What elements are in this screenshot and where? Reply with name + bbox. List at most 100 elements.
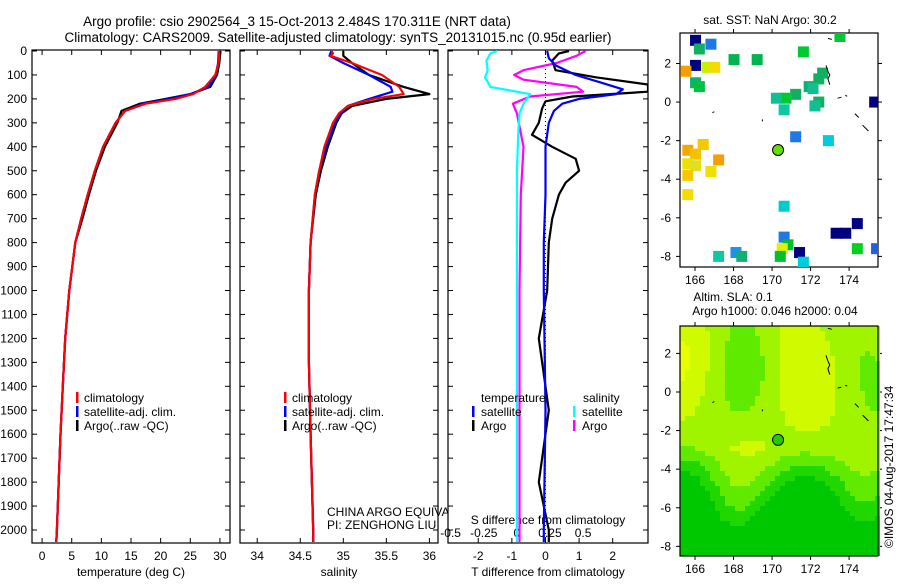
sla-cell [770,491,775,496]
sla-cell [735,391,740,396]
sla-cell [805,346,810,351]
sla-cell [865,551,870,556]
sla-cell [845,461,850,466]
sla-cell [710,441,715,446]
sla-cell [700,366,705,371]
sla-cell [730,416,735,421]
sla-cell [835,346,840,351]
sla-cell [780,416,785,421]
sla-cell [820,341,825,346]
sla-cell [770,531,775,536]
sla-cell [700,331,705,336]
sla-cell [825,361,830,366]
sla-cell [750,486,755,491]
sla-cell [745,336,750,341]
sla-cell [805,496,810,501]
sla-cell [680,401,685,406]
sla-cell [765,411,770,416]
sla-cell [815,541,820,546]
sla-cell [750,416,755,421]
sla-cell [775,351,780,356]
sla-cell [850,426,855,431]
sla-cell [760,486,765,491]
sla-cell [840,351,845,356]
sla-cell [775,361,780,366]
sst-cell [790,131,802,143]
sla-cell [855,351,860,356]
sla-cell [850,401,855,406]
sla-cell [845,466,850,471]
sla-cell [720,376,725,381]
sla-cell [705,436,710,441]
sla-cell [790,396,795,401]
sla-cell [720,491,725,496]
sst-cell [713,250,725,262]
sla-cell [695,486,700,491]
legend-label: satellite [481,405,522,419]
sla-cell [740,481,745,486]
sla-cell [830,491,835,496]
sla-cell [680,406,685,411]
sla-cell [840,466,845,471]
sla-cell [800,536,805,541]
sla-cell [700,476,705,481]
sla-cell [815,366,820,371]
sla-cell [710,331,715,336]
sla-cell [705,331,710,336]
sla-cell [690,376,695,381]
sla-cell [715,356,720,361]
sla-cell [780,536,785,541]
sla-cell [700,421,705,426]
sla-cell [790,336,795,341]
sla-cell [720,511,725,516]
sla-cell [700,516,705,521]
sla-cell [855,491,860,496]
sla-cell [745,501,750,506]
lon-tick-label: 172 [801,273,821,287]
sla-cell [705,461,710,466]
sla-cell [790,381,795,386]
sla-cell [755,551,760,556]
sla-cell [860,446,865,451]
sla-cell [760,411,765,416]
sla-cell [870,391,875,396]
sla-cell [785,326,790,331]
sla-cell [810,516,815,521]
sla-cell [790,346,795,351]
sla-cell [695,526,700,531]
sla-cell [765,541,770,546]
sla-cell [795,466,800,471]
sla-cell [780,476,785,481]
sla-cell [800,386,805,391]
sla-cell [765,351,770,356]
sla-cell [715,516,720,521]
sla-cell [715,491,720,496]
sla-cell [805,366,810,371]
sla-cell [800,521,805,526]
sla-cell [695,366,700,371]
sla-cell [750,401,755,406]
series-group [307,50,431,542]
lon-tick-label: 168 [724,273,744,287]
sla-cell [705,361,710,366]
sla-cell [740,381,745,386]
sla-cell [775,551,780,556]
sla-cell [800,371,805,376]
sla-cell [745,521,750,526]
sla-cell [850,501,855,506]
sla-cell [860,336,865,341]
sla-cell [770,381,775,386]
sla-cell [710,426,715,431]
sla-cell [705,381,710,386]
sla-cell [835,521,840,526]
sla-cell [710,541,715,546]
sla-cell [855,331,860,336]
sla-cell [850,421,855,426]
sla-cell [860,436,865,441]
sla-cell [750,481,755,486]
sla-cell [720,361,725,366]
sst-cell [869,96,878,108]
sla-cell [835,391,840,396]
sla-cell [730,491,735,496]
